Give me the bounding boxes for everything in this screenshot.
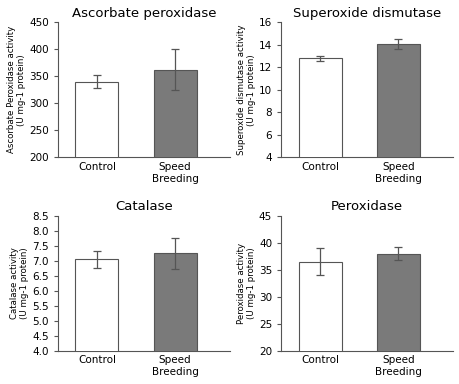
Title: Superoxide dismutase: Superoxide dismutase	[292, 7, 440, 20]
Y-axis label: Ascorbate Peroxidase activity
(U mg-1 protein): Ascorbate Peroxidase activity (U mg-1 pr…	[7, 26, 26, 154]
Bar	[75, 259, 118, 384]
Bar	[376, 253, 419, 384]
Title: Catalase: Catalase	[115, 200, 172, 214]
Bar	[376, 44, 419, 202]
Bar	[153, 253, 196, 384]
Title: Peroxidase: Peroxidase	[330, 200, 402, 214]
Y-axis label: Peroxidase activity
(U mg-1 protein): Peroxidase activity (U mg-1 protein)	[236, 243, 256, 324]
Y-axis label: Catalase activity
(U mg-1 protein): Catalase activity (U mg-1 protein)	[10, 247, 29, 319]
Title: Ascorbate peroxidase: Ascorbate peroxidase	[72, 7, 216, 20]
Bar	[75, 82, 118, 265]
Bar	[298, 262, 341, 384]
Bar	[153, 70, 196, 265]
Y-axis label: Superoxide dismutase activity
(U mg-1 protein): Superoxide dismutase activity (U mg-1 pr…	[236, 25, 256, 155]
Bar	[298, 58, 341, 202]
